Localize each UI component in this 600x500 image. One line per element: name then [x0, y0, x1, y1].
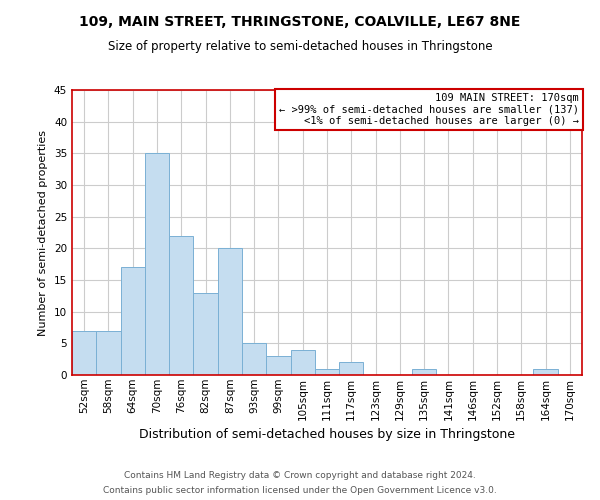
Bar [412, 368, 436, 375]
Y-axis label: Number of semi-detached properties: Number of semi-detached properties [38, 130, 49, 336]
Text: 109, MAIN STREET, THRINGSTONE, COALVILLE, LE67 8NE: 109, MAIN STREET, THRINGSTONE, COALVILLE… [79, 15, 521, 29]
Bar [290, 350, 315, 375]
Bar [96, 330, 121, 375]
Bar [339, 362, 364, 375]
Text: Contains public sector information licensed under the Open Government Licence v3: Contains public sector information licen… [103, 486, 497, 495]
Bar [315, 368, 339, 375]
Bar [533, 368, 558, 375]
Bar [266, 356, 290, 375]
Text: Size of property relative to semi-detached houses in Thringstone: Size of property relative to semi-detach… [107, 40, 493, 53]
Bar [218, 248, 242, 375]
Text: Contains HM Land Registry data © Crown copyright and database right 2024.: Contains HM Land Registry data © Crown c… [124, 471, 476, 480]
X-axis label: Distribution of semi-detached houses by size in Thringstone: Distribution of semi-detached houses by … [139, 428, 515, 441]
Bar [121, 268, 145, 375]
Text: 109 MAIN STREET: 170sqm
← >99% of semi-detached houses are smaller (137)
<1% of : 109 MAIN STREET: 170sqm ← >99% of semi-d… [279, 93, 579, 126]
Bar [169, 236, 193, 375]
Bar [72, 330, 96, 375]
Bar [193, 292, 218, 375]
Bar [145, 154, 169, 375]
Bar [242, 344, 266, 375]
